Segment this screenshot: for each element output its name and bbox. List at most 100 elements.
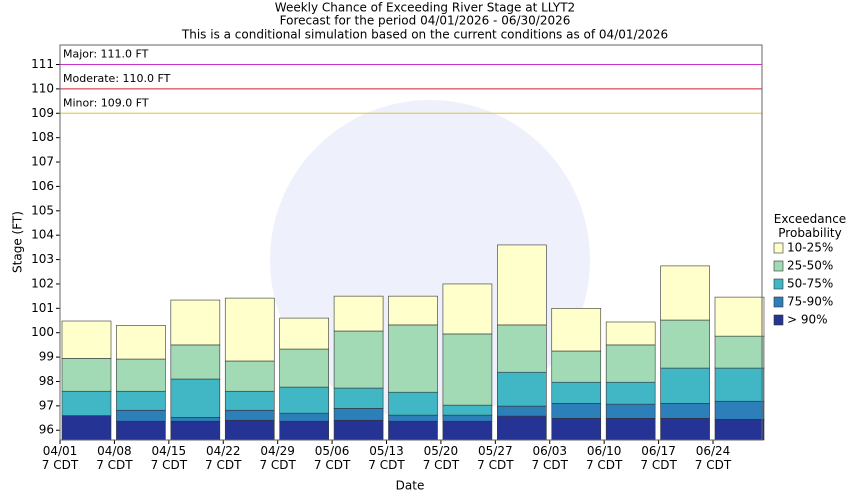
legend-swatch — [773, 242, 784, 254]
bar-segment — [333, 330, 384, 389]
y-tick-label: 100 — [31, 325, 54, 339]
x-tick-label: 06/24 7 CDT — [694, 444, 732, 472]
bar-segment — [660, 367, 710, 404]
y-tick-label: 98 — [39, 374, 54, 388]
chart-note: This is a conditional simulation based o… — [181, 28, 668, 42]
y-tick-label: 96 — [39, 423, 54, 437]
x-tick-label: 04/08 7 CDT — [96, 444, 133, 472]
y-tick-label: 103 — [31, 252, 54, 266]
bar-segment — [605, 381, 656, 405]
bar-segment — [442, 404, 493, 416]
bar-segment — [279, 317, 329, 350]
x-tick-label: 06/03 7 CDT — [531, 444, 568, 472]
bar-segment — [279, 420, 329, 441]
x-tick-label: 05/06 7 CDT — [313, 444, 351, 472]
legend-swatch — [773, 260, 784, 272]
bar-segment — [116, 358, 166, 392]
y-axis-label: Stage (FT) — [11, 211, 25, 273]
bar-segment — [170, 420, 221, 441]
bar-segment — [660, 417, 710, 441]
y-tick-label: 110 — [31, 81, 54, 95]
bar-segment — [224, 360, 275, 392]
x-axis-label: Date — [396, 479, 425, 493]
bar-segment — [605, 417, 656, 441]
bar-segment — [605, 403, 656, 419]
chart-title: Weekly Chance of Exceeding River Stage a… — [275, 1, 575, 15]
x-tick-label: 04/22 7 CDT — [205, 444, 242, 472]
x-tick-label: 04/15 7 CDT — [150, 444, 188, 472]
bar-segment — [61, 358, 112, 392]
bar-segment — [442, 414, 493, 422]
bar-segment — [497, 415, 547, 441]
bar-segment — [61, 415, 112, 441]
bar-segment — [170, 344, 221, 380]
bar-segment — [61, 390, 112, 416]
bar-segment — [388, 324, 438, 393]
bar-segment — [660, 403, 710, 419]
y-tick-label: 104 — [31, 228, 54, 242]
x-tick-label: 04/01 7 CDT — [41, 444, 79, 472]
y-tick-label: 97 — [39, 398, 54, 412]
bar-segment — [442, 420, 493, 441]
bar-segment — [551, 350, 602, 383]
y-tick-label: 109 — [31, 106, 54, 120]
x-tick-label: 05/13 7 CDT — [368, 444, 405, 472]
chart-subtitle: Forecast for the period 04/01/2026 - 06/… — [280, 14, 571, 28]
plot-frame — [59, 44, 763, 441]
bar-segment — [116, 325, 166, 360]
bar-segment — [333, 387, 384, 409]
bar-segment — [61, 320, 112, 359]
bar-segment — [333, 295, 384, 332]
bar-segment — [116, 390, 166, 411]
y-tick-label: 108 — [31, 130, 54, 144]
legend-label: 50-75% — [787, 277, 833, 291]
x-tick-label: 04/29 7 CDT — [259, 444, 296, 472]
legend-label: 10-25% — [787, 241, 833, 255]
y-tick-label: 102 — [31, 276, 54, 290]
bar-segment — [224, 409, 275, 421]
bar-segment — [714, 400, 765, 420]
bar-segment — [551, 381, 602, 404]
bar-segment — [224, 390, 275, 411]
legend-swatch — [773, 314, 784, 326]
y-tick-label: 107 — [31, 155, 54, 169]
bar-segment — [279, 348, 329, 388]
x-tick-label: 06/10 7 CDT — [585, 444, 623, 472]
bar-segment — [714, 296, 765, 337]
x-tick-label: 05/20 7 CDT — [422, 444, 460, 472]
legend-label: > 90% — [787, 313, 828, 327]
flood-label: Moderate: 110.0 FT — [63, 72, 171, 85]
y-tick-label: 101 — [31, 301, 54, 315]
flood-label: Major: 111.0 FT — [63, 48, 149, 61]
x-tick-label: 06/17 7 CDT — [640, 444, 677, 472]
legend-swatch — [773, 296, 784, 308]
bar-segment — [714, 418, 765, 441]
bar-segment — [714, 367, 765, 402]
bar-segment — [660, 319, 710, 369]
bar-segment — [333, 408, 384, 421]
bar-segment — [605, 321, 656, 346]
bar-segment — [660, 265, 710, 321]
bar-segment — [279, 412, 329, 422]
bar-segment — [497, 405, 547, 417]
y-tick-label: 106 — [31, 179, 54, 193]
legend-label: 25-50% — [787, 259, 833, 273]
bar-segment — [170, 417, 221, 422]
bar-segment — [170, 378, 221, 418]
flood-label: Minor: 109.0 FT — [63, 96, 149, 109]
bar-segment — [116, 420, 166, 441]
bar-segment — [714, 335, 765, 369]
bar-segment — [224, 419, 275, 441]
bar-segment — [116, 409, 166, 422]
legend-title: Exceedance Probability — [773, 212, 847, 240]
y-tick-label: 105 — [31, 203, 54, 217]
bar-segment — [551, 308, 602, 352]
bar-segment — [333, 419, 384, 441]
bar-segment — [170, 299, 221, 346]
bar-segment — [551, 403, 602, 419]
bar-segment — [388, 420, 438, 441]
bar-segment — [224, 297, 275, 362]
bar-segment — [551, 417, 602, 441]
